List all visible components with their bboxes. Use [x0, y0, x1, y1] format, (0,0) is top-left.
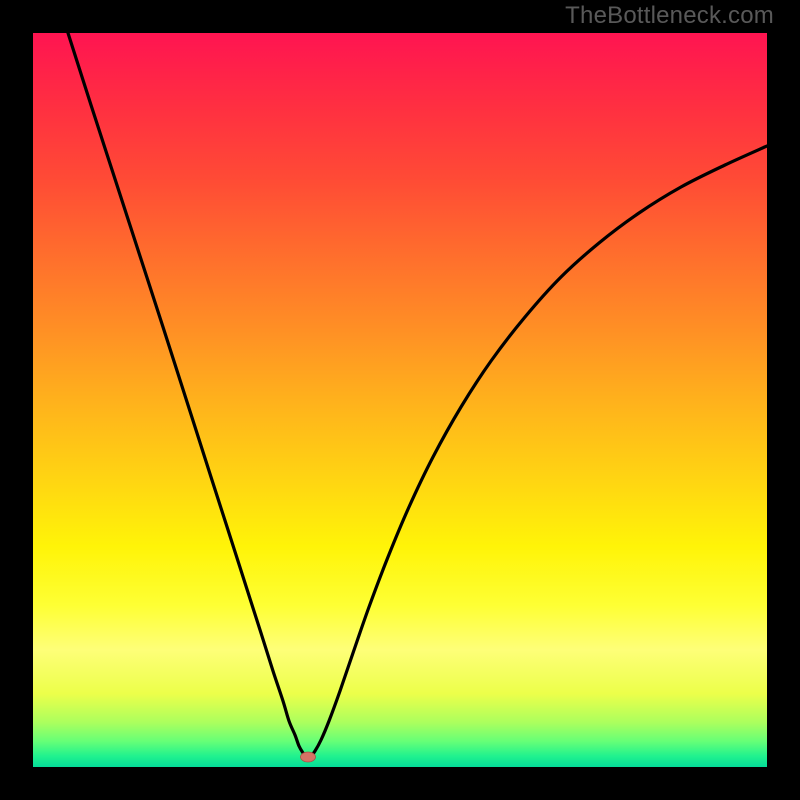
chart-frame: TheBottleneck.com	[0, 0, 800, 800]
watermark-text: TheBottleneck.com	[565, 2, 774, 30]
bottleneck-curve	[33, 33, 767, 767]
plot-area	[33, 33, 767, 767]
minimum-marker	[301, 752, 316, 762]
